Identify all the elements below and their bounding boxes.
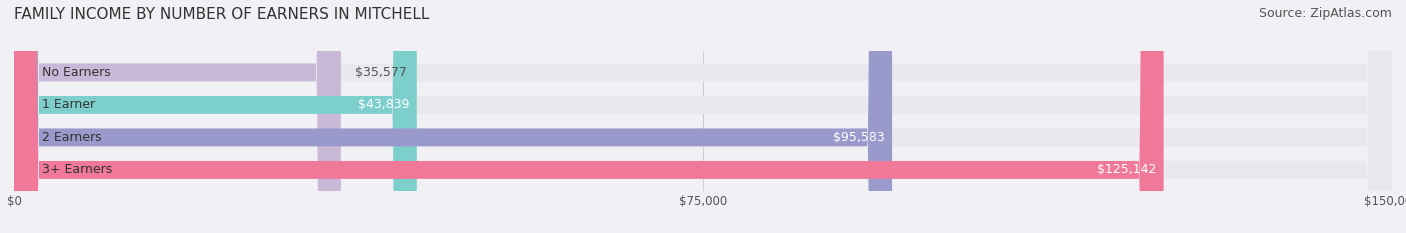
FancyBboxPatch shape <box>14 0 416 233</box>
Text: No Earners: No Earners <box>42 66 110 79</box>
FancyBboxPatch shape <box>14 0 1164 233</box>
FancyBboxPatch shape <box>14 0 1392 233</box>
Text: $95,583: $95,583 <box>834 131 886 144</box>
Text: $43,839: $43,839 <box>359 98 411 111</box>
Text: 3+ Earners: 3+ Earners <box>42 163 112 176</box>
Text: $35,577: $35,577 <box>354 66 406 79</box>
Text: FAMILY INCOME BY NUMBER OF EARNERS IN MITCHELL: FAMILY INCOME BY NUMBER OF EARNERS IN MI… <box>14 7 429 22</box>
Text: 1 Earner: 1 Earner <box>42 98 94 111</box>
FancyBboxPatch shape <box>14 0 891 233</box>
FancyBboxPatch shape <box>14 0 340 233</box>
Text: $125,142: $125,142 <box>1097 163 1157 176</box>
Text: Source: ZipAtlas.com: Source: ZipAtlas.com <box>1258 7 1392 20</box>
Text: 2 Earners: 2 Earners <box>42 131 101 144</box>
FancyBboxPatch shape <box>14 0 1392 233</box>
FancyBboxPatch shape <box>14 0 1392 233</box>
FancyBboxPatch shape <box>14 0 1392 233</box>
